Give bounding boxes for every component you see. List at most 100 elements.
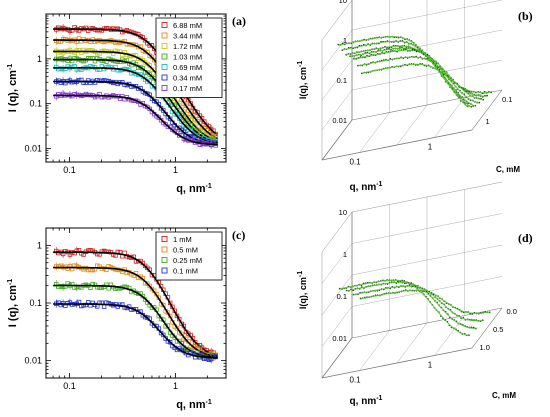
data-point	[179, 119, 184, 124]
x-tick-label-a: 0.1	[63, 165, 76, 175]
data-point	[90, 48, 95, 53]
trace-d-3	[338, 279, 470, 337]
data-point	[177, 116, 182, 121]
data-point	[54, 64, 59, 70]
frame-edge	[321, 0, 353, 41]
data-point	[56, 250, 61, 256]
data-point	[186, 127, 191, 132]
y-axis-label-a: I (q), cm-1	[7, 64, 19, 113]
legend-label: 0.34 mM	[173, 73, 202, 82]
x-axis-label-c: q, nm-1	[176, 399, 212, 411]
plot-frame-a	[45, 13, 227, 163]
frame-edge	[471, 307, 503, 349]
series-a-4	[53, 62, 218, 148]
trace-d-0	[359, 289, 491, 315]
data-point	[179, 331, 184, 337]
legend-label: 0.5 mM	[173, 245, 198, 254]
panel-label-d: (d)	[518, 231, 533, 245]
frame-edge	[321, 211, 353, 253]
data-point	[101, 304, 107, 309]
z-tick-label-d: 0.0	[507, 307, 517, 316]
legend-marker	[161, 236, 168, 242]
fit-line	[53, 28, 219, 136]
y-tick-label-d: 0.01	[332, 334, 347, 343]
grid-line	[321, 306, 353, 347]
legend-label: 6.88 mM	[173, 21, 202, 30]
y-tick-label-d: 0.1	[337, 292, 347, 301]
data-point	[83, 282, 89, 287]
data-point	[63, 249, 68, 254]
legend-marker	[161, 64, 168, 70]
fit-line	[53, 266, 218, 358]
data-point	[183, 103, 189, 108]
data-point	[186, 347, 191, 352]
data-point	[90, 64, 95, 70]
fit-line	[53, 284, 218, 359]
grid-line	[396, 104, 428, 146]
series-c-0	[53, 246, 218, 358]
series-a-6	[53, 89, 218, 149]
fit-line	[346, 45, 476, 107]
data-point	[99, 39, 105, 44]
fit-line	[338, 36, 468, 108]
data-point	[67, 56, 73, 61]
data-point	[79, 26, 84, 31]
legend-marker	[161, 257, 168, 263]
data-point	[65, 300, 70, 306]
grid-line	[359, 112, 390, 153]
grid-line	[321, 59, 353, 101]
data-point	[213, 354, 218, 360]
axis-c-d	[321, 337, 353, 379]
x-tick-label-b: 1	[428, 142, 433, 151]
data-point	[170, 127, 175, 133]
fit-line	[358, 56, 488, 97]
grid-line	[321, 89, 353, 131]
data-point	[92, 80, 98, 85]
y-tick-label-b: 0.1	[337, 76, 347, 85]
fit-line	[53, 50, 218, 143]
y-tick-label-a: 0.01	[24, 144, 42, 154]
data-point	[95, 28, 100, 33]
z-tick-label-b: 1	[486, 117, 490, 126]
x-tick-label-c: 0.1	[63, 381, 76, 391]
fit-line	[346, 281, 476, 329]
data-point	[149, 54, 155, 60]
trace-b-1	[357, 55, 488, 98]
legend-marker	[161, 267, 168, 274]
frame-edge	[471, 89, 503, 131]
data-point	[147, 106, 152, 112]
data-point	[136, 291, 141, 296]
fit-line	[360, 289, 490, 314]
series-c-3	[53, 298, 218, 364]
y-tick-label-c: 1	[37, 240, 42, 250]
x-axis-label-a: q, nm-1	[176, 183, 212, 195]
data-point	[106, 286, 111, 291]
legend-marker	[161, 74, 168, 81]
y-tick-label-b: 1	[343, 36, 347, 45]
fit-line	[53, 67, 218, 145]
data-point	[167, 340, 173, 345]
x-axis-label-d: q, nm-1	[350, 395, 383, 407]
y-tick-label-d: 1	[343, 250, 347, 259]
legend-marker	[161, 22, 168, 28]
data-point	[147, 72, 152, 77]
grid-line	[434, 97, 465, 138]
x-tick-label-a: 1	[173, 165, 178, 175]
z-axis-label-d: C, mM	[492, 391, 516, 400]
series-c-1	[53, 261, 218, 361]
legend-marker	[161, 43, 168, 49]
data-point	[145, 281, 150, 286]
panel-label-a: (a)	[232, 14, 246, 28]
data-point	[83, 302, 89, 308]
data-point	[161, 332, 166, 338]
y-tick-label-b: 0.01	[332, 116, 347, 125]
data-point	[60, 37, 66, 42]
fit-line	[53, 80, 218, 145]
data-point	[90, 26, 95, 31]
x-tick-label-c: 1	[173, 381, 178, 391]
data-point	[95, 263, 100, 268]
y-tick-label-d: 10	[339, 208, 347, 217]
legend-marker	[161, 53, 168, 60]
data-point	[63, 284, 68, 289]
legend-label: 0.25 mM	[173, 256, 202, 265]
